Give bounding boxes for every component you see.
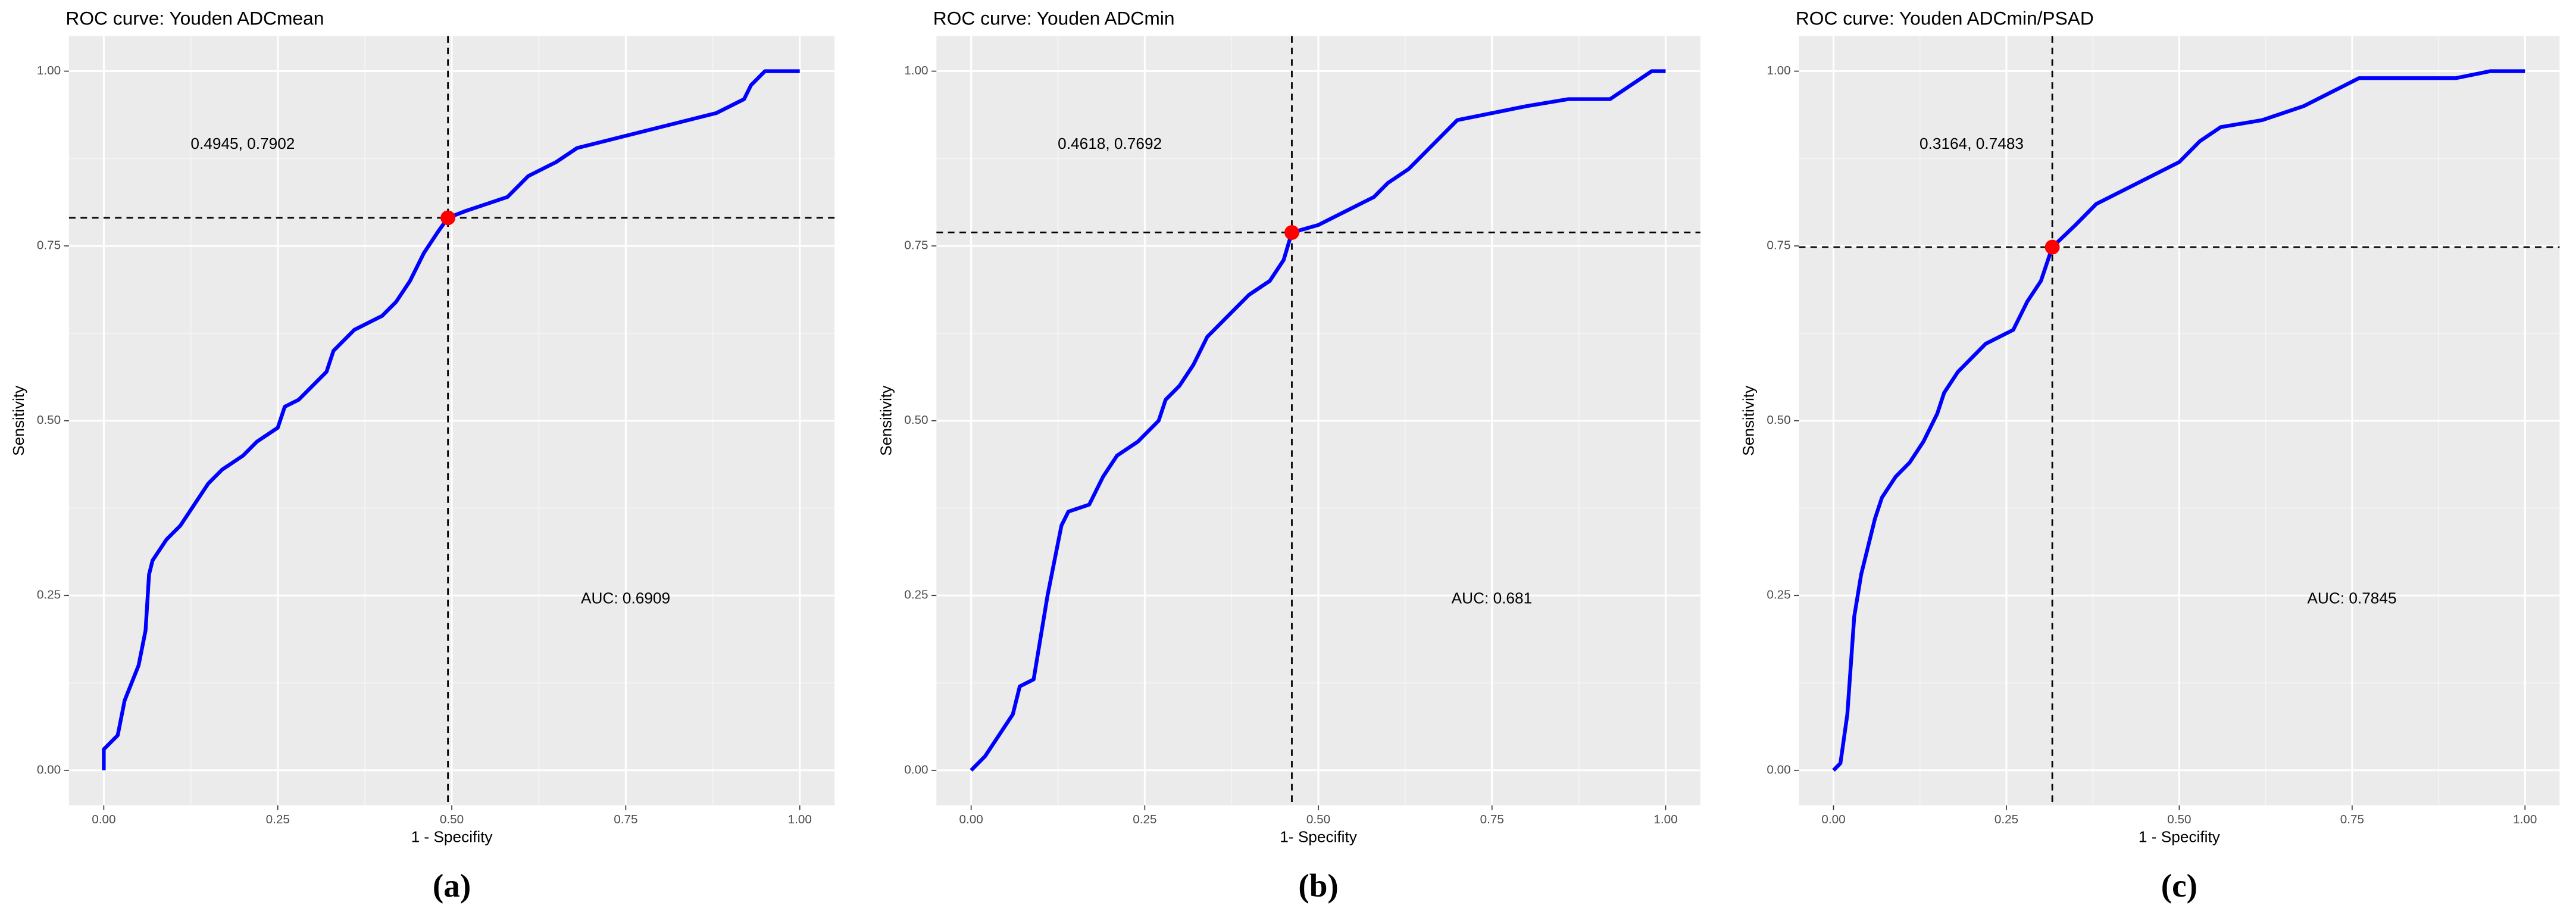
caption: (b) (1298, 867, 1338, 904)
chart-title: ROC curve: Youden ADCmin (933, 8, 1175, 29)
panel: 0.00 0.25 0.50 0.75 1.00 0.00 0.25 0.50 0.75 1.00… (10, 8, 835, 904)
x-axis-label: 1 - Specifity (2139, 828, 2221, 846)
chart-title: ROC curve: Youden ADCmean (65, 8, 324, 29)
x-tick-label: 1.00 (1653, 813, 1677, 826)
x-tick-label: 1.00 (2513, 813, 2537, 826)
point-label: 0.4618, 0.7692 (1058, 135, 1162, 152)
y-axis-label: Sensitivity (877, 385, 895, 456)
x-tick-label: 0.25 (266, 813, 290, 826)
x-tick-label: 0.00 (1821, 813, 1845, 826)
y-tick-label: 0.00 (904, 763, 928, 776)
y-tick-label: 0.50 (1767, 413, 1790, 427)
panel: 0.00 0.25 0.50 0.75 1.00 0.00 0.25 0.50 0.75 1.00… (877, 8, 1700, 904)
y-tick-label: 1.00 (1767, 64, 1790, 77)
x-tick-label: 1.00 (788, 813, 812, 826)
y-axis-label: Sensitivity (10, 385, 27, 456)
x-tick-label: 0.00 (92, 813, 115, 826)
y-tick-label: 0.50 (37, 413, 61, 427)
x-axis-label: 1 - Specifity (411, 828, 493, 846)
x-tick-label: 0.25 (1133, 813, 1156, 826)
y-tick-label: 0.00 (1767, 763, 1790, 776)
x-axis-label: 1- Specifity (1280, 828, 1358, 846)
y-tick-label: 0.50 (904, 413, 928, 427)
y-tick-label: 1.00 (904, 64, 928, 77)
x-tick-label: 0.50 (440, 813, 464, 826)
x-tick-label: 0.25 (1994, 813, 2018, 826)
x-tick-label: 0.75 (2340, 813, 2364, 826)
y-axis-label: Sensitivity (1740, 385, 1758, 456)
x-tick-label: 0.50 (2167, 813, 2191, 826)
roc-curve (102, 69, 800, 770)
y-tick-label: 0.75 (904, 239, 928, 252)
y-tick-label: 0.00 (37, 763, 61, 776)
x-tick-label: 0.00 (959, 813, 983, 826)
point-label: 0.3164, 0.7483 (1920, 135, 2024, 152)
chart-title: ROC curve: Youden ADCmin/PSAD (1796, 8, 2094, 29)
caption: (c) (2161, 867, 2197, 904)
panel: 0.00 0.25 0.50 0.75 1.00 0.00 0.25 0.50 0.75 1.00… (1740, 8, 2560, 904)
point-label: 0.4945, 0.7902 (190, 135, 295, 152)
y-tick-label: 0.25 (904, 588, 928, 602)
y-tick-label: 0.25 (1767, 588, 1790, 602)
auc-label: AUC: 0.681 (1452, 589, 1533, 607)
x-tick-label: 0.75 (1480, 813, 1504, 826)
roc-curve (1832, 69, 2525, 772)
roc-curve (970, 69, 1666, 772)
y-tick-label: 0.25 (37, 588, 61, 602)
caption: (a) (433, 867, 471, 904)
x-tick-label: 0.75 (614, 813, 637, 826)
y-tick-label: 1.00 (37, 64, 61, 77)
auc-label: AUC: 0.6909 (581, 589, 670, 607)
x-tick-label: 0.50 (1306, 813, 1330, 826)
cutoff-point (2044, 239, 2060, 255)
auc-label: AUC: 0.7845 (2307, 589, 2396, 607)
cutoff-point (440, 210, 456, 226)
cutoff-point (1284, 225, 1299, 240)
y-tick-label: 0.75 (1767, 239, 1790, 252)
y-tick-label: 0.75 (37, 239, 61, 252)
